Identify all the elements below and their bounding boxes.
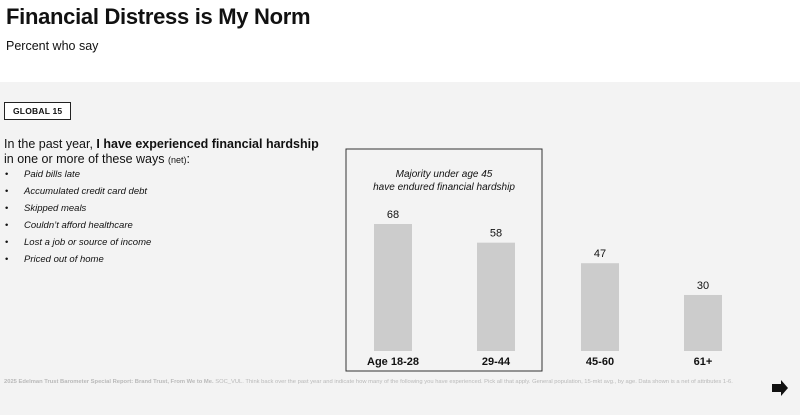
source-footnote: 2025 Edelman Trust Barometer Special Rep… xyxy=(4,379,764,387)
list-item-label: Paid bills late xyxy=(24,169,80,180)
data-label: 58 xyxy=(490,228,502,240)
list-item-label: Lost a job or source of income xyxy=(24,237,152,248)
data-label: 68 xyxy=(387,209,399,221)
footnote-source: 2025 Edelman Trust Barometer Special Rep… xyxy=(4,379,214,385)
hardship-list: • Paid bills late • Accumulated credit car… xyxy=(4,166,151,268)
question-rest: in one or more of these ways xyxy=(4,152,168,166)
content-panel: GLOBAL 15 In the past year, I have exper… xyxy=(0,82,800,415)
data-label: 47 xyxy=(594,248,606,260)
bar-29-44 xyxy=(477,242,515,351)
list-item: • Paid bills late xyxy=(5,169,80,180)
list-item: • Couldn’t afford healthcare xyxy=(5,220,133,231)
callout-line-2: have endured financial hardship xyxy=(373,182,515,193)
page-title: Financial Distress is My Norm xyxy=(6,4,311,29)
category-label: 61+ xyxy=(694,356,713,368)
bar-age-18-28 xyxy=(374,224,412,351)
page-subtitle: Percent who say xyxy=(6,39,99,53)
bar-45-60 xyxy=(581,263,619,351)
list-item-label: Accumulated credit card debt xyxy=(24,186,148,197)
data-label: 30 xyxy=(697,280,709,292)
bar-61- xyxy=(684,294,722,351)
list-item-label: Priced out of home xyxy=(24,254,104,265)
question-net: (net) xyxy=(167,155,187,165)
question-colon: : xyxy=(186,152,190,166)
question-bold: I have experienced financial hardship xyxy=(96,137,319,151)
category-label: Age 18-28 xyxy=(367,356,419,368)
age-bar-chart: Majority under age 45 have endured finan… xyxy=(345,148,722,372)
list-item: • Skipped meals xyxy=(5,203,87,214)
callout-line-1: Majority under age 45 xyxy=(396,169,493,180)
question-text: In the past year, I have experienced fin… xyxy=(4,137,334,168)
list-item-label: Couldn’t afford healthcare xyxy=(24,220,133,231)
category-label: 45-60 xyxy=(586,356,614,368)
region-badge: GLOBAL 15 xyxy=(4,102,72,120)
list-item: • Lost a job or source of income xyxy=(5,237,152,248)
category-label: 29-44 xyxy=(482,356,511,368)
question-lead: In the past year, xyxy=(4,137,97,151)
highlight-box xyxy=(345,148,543,372)
list-item-label: Skipped meals xyxy=(24,203,87,214)
list-item: • Priced out of home xyxy=(5,254,104,265)
footnote-text: SOC_VUL. Think back over the past year a… xyxy=(213,379,733,385)
arrow-down-right-icon[interactable] xyxy=(770,378,790,398)
bar-series: 68 Age 18-28 58 29-44 47 45-60 30 61+ xyxy=(367,209,722,368)
list-item: • Accumulated credit card debt xyxy=(5,186,148,197)
